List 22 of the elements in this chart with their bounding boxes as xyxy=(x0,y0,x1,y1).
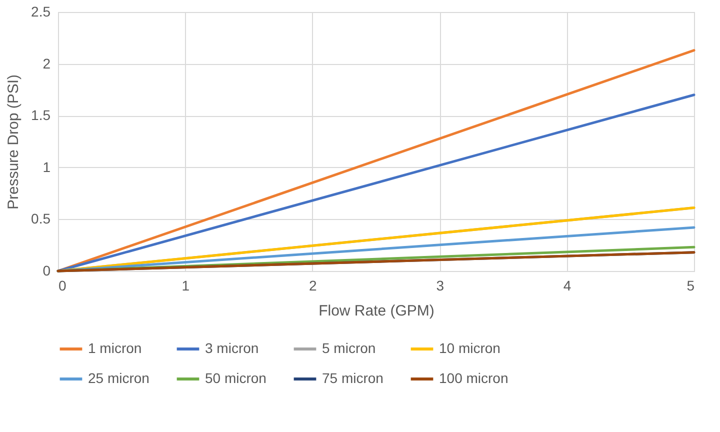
x-tick-label: 5 xyxy=(686,278,695,294)
legend-label: 10 micron xyxy=(439,340,500,356)
legend-label: 75 micron xyxy=(322,370,384,386)
y-tick-label: 0 xyxy=(42,262,51,278)
y-tick-label: 1 xyxy=(42,158,51,175)
x-tick-label: 1 xyxy=(182,278,190,294)
legend-label: 3 micron xyxy=(205,340,259,356)
legend-label: 1 micron xyxy=(88,340,142,356)
y-tick-label: 2.5 xyxy=(31,4,51,20)
y-tick-label: 0.5 xyxy=(31,210,51,227)
y-axis-title: Pressure Drop (PSI) xyxy=(5,74,22,210)
legend-label: 5 micron xyxy=(322,340,376,356)
x-tick-label: 2 xyxy=(309,278,317,294)
y-tick-label: 1.5 xyxy=(31,107,51,124)
x-tick-label: 4 xyxy=(563,278,572,294)
x-axis-title: Flow Rate (GPM) xyxy=(318,302,434,320)
y-tick-label: 2 xyxy=(42,55,51,72)
legend-label: 50 micron xyxy=(205,370,266,386)
x-tick-label: 3 xyxy=(436,278,444,294)
x-tick-label: 0 xyxy=(58,278,66,294)
legend-label: 100 micron xyxy=(439,370,508,386)
legend-label: 25 micron xyxy=(88,370,150,386)
